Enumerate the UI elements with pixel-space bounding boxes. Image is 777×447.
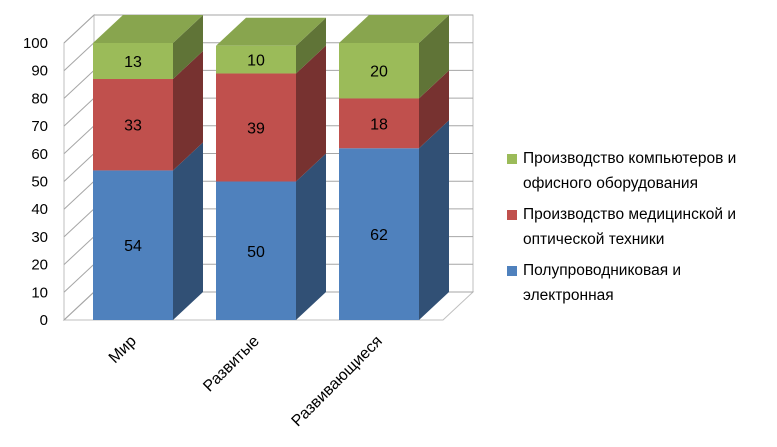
bar-side bbox=[173, 142, 203, 320]
bar-top bbox=[216, 17, 326, 46]
data-label: 20 bbox=[370, 64, 388, 81]
bar-segment bbox=[339, 15, 449, 99]
bar-side bbox=[296, 45, 326, 182]
legend-label-medical-line2: оптической техники bbox=[523, 231, 665, 248]
y-tick-label: 60 bbox=[31, 146, 48, 163]
gridline-side bbox=[63, 125, 95, 155]
legend-label-computers-line2: офисного оборудования bbox=[523, 175, 698, 192]
legend-label-computers-line1: Производство компьютеров и bbox=[523, 150, 737, 167]
bar-top bbox=[93, 15, 203, 43]
bar-side bbox=[173, 51, 203, 171]
category-label: Развитые bbox=[200, 333, 263, 396]
data-label: 39 bbox=[247, 120, 265, 137]
bar-front bbox=[216, 73, 296, 182]
bar-segment bbox=[216, 45, 326, 182]
gridline-side bbox=[63, 180, 95, 210]
y-tick-label: 30 bbox=[31, 229, 48, 246]
category-label: Мир bbox=[106, 333, 140, 367]
bar-side bbox=[419, 15, 449, 99]
legend-item-medical: Производство медицинской и оптической те… bbox=[505, 202, 775, 252]
gridline-side bbox=[63, 97, 95, 127]
legend-item-computers: Производство компьютеров и офисного обор… bbox=[505, 146, 775, 196]
bar-side bbox=[419, 120, 449, 320]
legend: Производство компьютеров и офисного обор… bbox=[505, 146, 775, 314]
legend-label-semiconductors-line2: электронная bbox=[523, 287, 614, 304]
bar-segment bbox=[93, 51, 203, 171]
legend-label-medical-line1: Производство медицинской и bbox=[523, 206, 737, 223]
y-tick-label: 40 bbox=[31, 201, 48, 218]
bars bbox=[93, 15, 449, 320]
y-tick-label: 10 bbox=[31, 284, 48, 301]
gridline-side bbox=[63, 291, 95, 321]
y-tick-label: 20 bbox=[31, 257, 48, 274]
legend-swatch-medical bbox=[507, 210, 517, 220]
data-label: 10 bbox=[247, 53, 265, 70]
gridline-side bbox=[63, 236, 95, 265]
gridline-side bbox=[63, 153, 95, 182]
bar-segment bbox=[93, 15, 203, 80]
legend-label-semiconductors-line1: Полупроводниковая и bbox=[523, 262, 682, 279]
gridline-side bbox=[63, 263, 95, 293]
bar-segment bbox=[93, 142, 203, 320]
category-labels: Мир Развитые Развивающиеся bbox=[106, 333, 386, 430]
bar-front bbox=[339, 148, 419, 320]
bar-front bbox=[93, 79, 173, 171]
gridline-side bbox=[63, 42, 95, 72]
bar-segment bbox=[339, 120, 449, 320]
category-label: Развивающиеся bbox=[289, 333, 386, 430]
y-tick-label: 80 bbox=[31, 90, 48, 107]
y-tick-label: 90 bbox=[31, 63, 48, 80]
gridline-side bbox=[63, 208, 95, 238]
y-tick-label: 70 bbox=[31, 118, 48, 135]
data-label: 18 bbox=[370, 116, 388, 133]
bar-front bbox=[93, 170, 173, 320]
bar-front bbox=[216, 45, 296, 74]
data-label: 54 bbox=[124, 238, 142, 255]
bar-segment bbox=[216, 153, 326, 320]
gridline-side bbox=[63, 14, 95, 44]
legend-item-semiconductors: Полупроводниковая и электронная bbox=[505, 258, 775, 308]
data-label: 62 bbox=[370, 227, 388, 244]
data-label: 13 bbox=[124, 54, 142, 71]
legend-swatch-computers bbox=[507, 154, 517, 164]
bar-side bbox=[419, 70, 449, 149]
gridline-side bbox=[63, 70, 95, 99]
data-label: 33 bbox=[124, 118, 142, 135]
legend-swatch-semiconductors bbox=[507, 266, 517, 276]
bar-segment bbox=[216, 17, 326, 74]
y-axis-ticks: 0 10 20 30 40 50 60 70 80 90 100 bbox=[23, 35, 48, 329]
bar-top bbox=[339, 15, 449, 43]
bar-segment bbox=[339, 70, 449, 149]
bar-side bbox=[296, 17, 326, 74]
bar-front bbox=[93, 43, 173, 80]
data-label: 50 bbox=[247, 244, 265, 261]
bar-side bbox=[173, 15, 203, 80]
bar-front bbox=[216, 181, 296, 320]
data-labels: 54 33 13 50 39 10 62 18 20 bbox=[124, 53, 388, 261]
bar-front bbox=[339, 98, 419, 149]
y-tick-label: 50 bbox=[31, 174, 48, 191]
bar-side bbox=[296, 153, 326, 320]
y-tick-label: 100 bbox=[23, 35, 48, 52]
bar-front bbox=[339, 43, 419, 99]
y-tick-label: 0 bbox=[40, 312, 48, 329]
